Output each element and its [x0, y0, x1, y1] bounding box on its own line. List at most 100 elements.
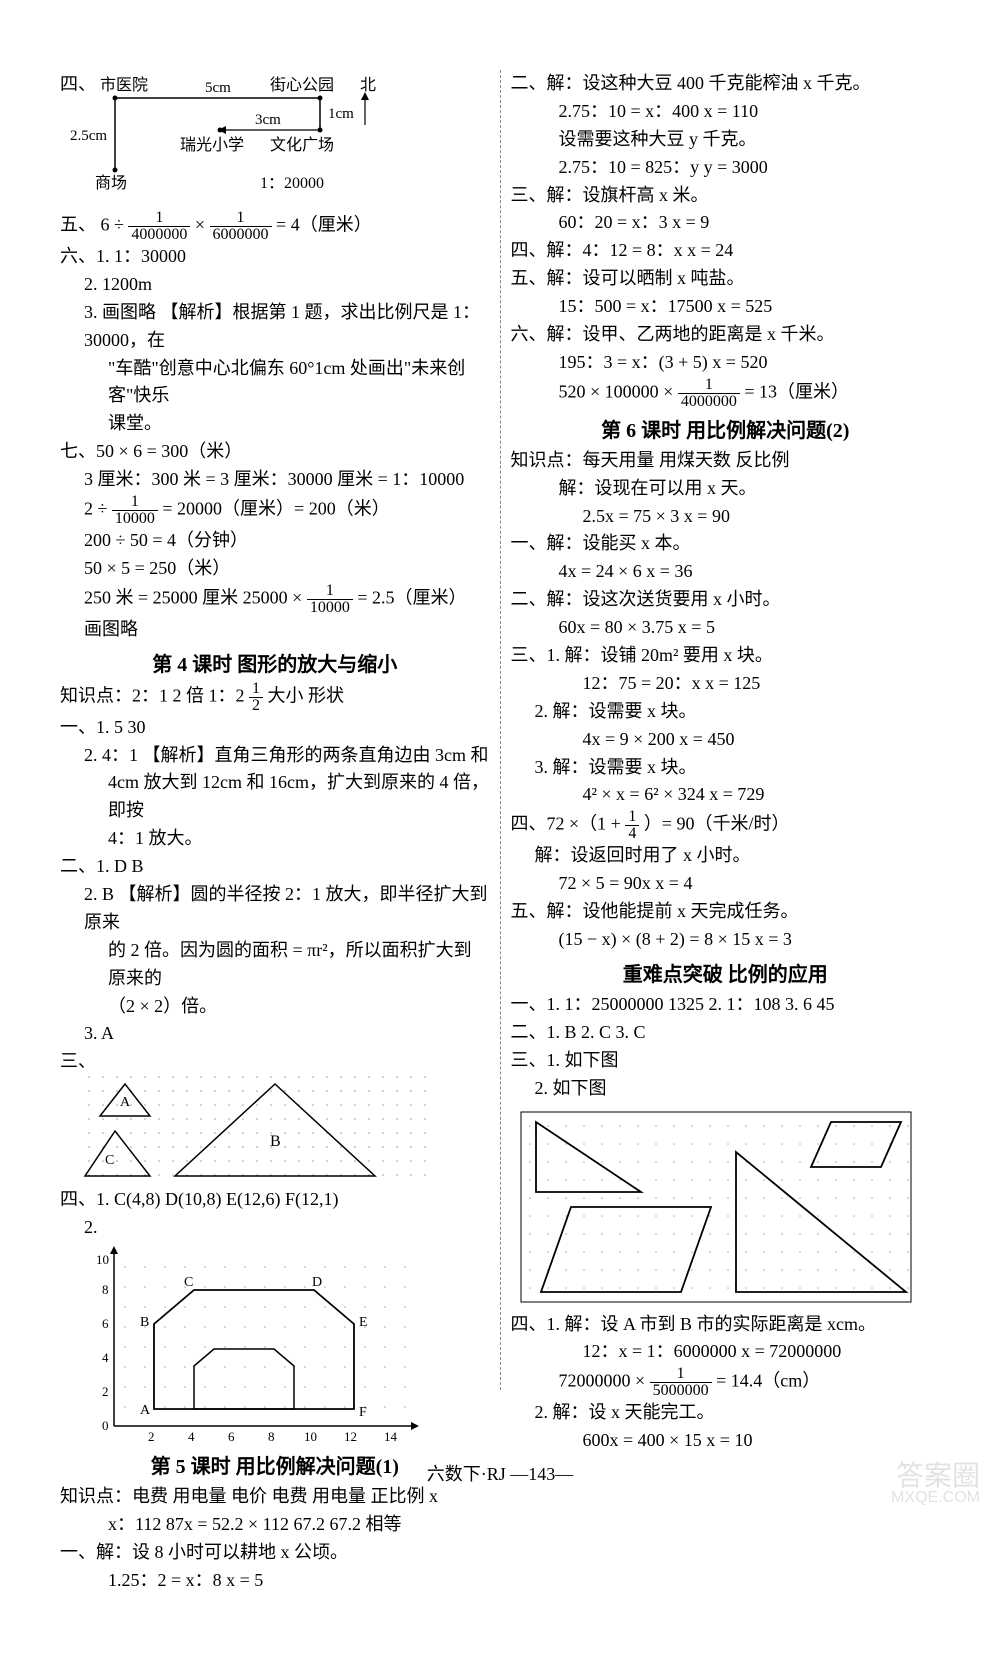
- l4-4-1: 四、1. C(4,8) D(10,8) E(12,6) F(12,1): [60, 1186, 490, 1214]
- l6-5a: 五、解：设他能提前 x 天完成任务。: [511, 898, 941, 926]
- svg-text:2: 2: [148, 1429, 155, 1444]
- h3-2: 2. 如下图: [511, 1075, 941, 1103]
- q6-3b: "车酷"创意中心北偏东 60°1cm 处画出"未来创客"快乐: [60, 355, 490, 411]
- r5a: 五、解：设可以晒制 x 吨盐。: [511, 265, 941, 293]
- l6-3-3b: 4² × x = 6² × 324 x = 729: [511, 781, 941, 809]
- q6-3c: 课堂。: [60, 410, 490, 438]
- svg-text:2: 2: [102, 1384, 109, 1399]
- l4-3: 三、: [60, 1048, 490, 1076]
- svg-text:14: 14: [384, 1429, 398, 1444]
- svg-text:10: 10: [304, 1429, 317, 1444]
- r5b: 15：500 = x：17500 x = 525: [511, 293, 941, 321]
- r3b: 60：20 = x：3 x = 9: [511, 209, 941, 237]
- l6-3b: 12：75 = 20：x x = 125: [511, 670, 941, 698]
- l6-4c: 72 × 5 = 90x x = 4: [511, 870, 941, 898]
- svg-text:C: C: [184, 1275, 193, 1290]
- l6-kp1: 知识点：每天用量 用煤天数 反比例: [511, 447, 941, 475]
- h1: 一、1. 1：25000000 1325 2. 1：108 3. 6 45: [511, 991, 941, 1019]
- svg-text:12: 12: [344, 1429, 357, 1444]
- svg-text:8: 8: [102, 1282, 109, 1297]
- q7-3: 2 ÷ 110000 = 20000（厘米）= 200（米）: [60, 494, 490, 527]
- q5-label: 五、: [60, 215, 96, 235]
- l6-2a: 二、解：设这次送货要用 x 小时。: [511, 586, 941, 614]
- svg-text:0: 0: [102, 1418, 109, 1433]
- svg-text:4: 4: [188, 1429, 195, 1444]
- q7-1: 七、50 × 6 = 300（米）: [60, 438, 490, 466]
- r4: 四、解：4：12 = 8：x x = 24: [511, 237, 941, 265]
- q6-3a: 3. 画图略 【解析】根据第 1 题，求出比例尺是 1：30000，在: [60, 299, 490, 355]
- d1: 1cm: [328, 106, 354, 122]
- shapes-grid: [511, 1107, 921, 1307]
- q7-5: 50 × 5 = 250（米）: [60, 555, 490, 583]
- l4-1-1: 一、1. 5 30: [60, 714, 490, 742]
- r2d: 2.75：10 = 825：y y = 3000: [511, 154, 941, 182]
- l6-kp2: 解：设现在可以用 x 天。: [511, 475, 941, 503]
- l6-3-2b: 4x = 9 × 200 x = 450: [511, 726, 941, 754]
- q7-6: 250 米 = 25000 厘米 25000 × 110000 = 2.5（厘米…: [60, 583, 490, 616]
- watermark: 答案圈 MXQE.COM: [891, 1462, 980, 1506]
- l4-2-3: 3. A: [60, 1020, 490, 1048]
- h3-1: 三、1. 如下图: [511, 1047, 941, 1075]
- north-label: 北: [360, 76, 376, 94]
- l4-1-2a: 2. 4：1 【解析】直角三角形的两条直角边由 3cm 和: [60, 742, 490, 770]
- scale-label: 1：20000: [260, 175, 324, 192]
- shop-label: 商场: [95, 174, 127, 192]
- svg-text:A: A: [140, 1403, 151, 1418]
- q5: 五、 6 ÷ 14000000 × 16000000 = 4（厘米）: [60, 210, 490, 243]
- hospital-label: 市医院: [100, 76, 148, 94]
- l4-1-2c: 4：1 放大。: [60, 825, 490, 853]
- h4-1c: 72000000 × 15000000 = 14.4（cm）: [511, 1366, 941, 1399]
- lesson6-title: 第 6 课时 用比例解决问题(2): [511, 414, 941, 443]
- l6-2b: 60x = 80 × 3.75 x = 5: [511, 614, 941, 642]
- l6-4a: 四、72 ×（1 + 14 ）= 90（千米/时）: [511, 809, 941, 842]
- l6-3-2a: 2. 解：设需要 x 块。: [511, 698, 941, 726]
- d25: 2.5cm: [70, 128, 107, 144]
- l6-1a: 一、解：设能买 x 本。: [511, 530, 941, 558]
- svg-text:6: 6: [228, 1429, 235, 1444]
- l5-1a: 一、解：设 8 小时可以耕地 x 公顷。: [60, 1539, 490, 1567]
- svg-text:8: 8: [268, 1429, 275, 1444]
- q6-1: 六、1. 1：30000: [60, 243, 490, 271]
- l4-2-1: 二、1. D B: [60, 853, 490, 881]
- l6-3-3a: 3. 解：设需要 x 块。: [511, 754, 941, 782]
- l4-kp: 知识点：2：1 2 倍 1：2 12 大小 形状: [60, 681, 490, 714]
- h4-2a: 2. 解：设 x 天能完工。: [511, 1399, 941, 1427]
- l6-kp3: 2.5x = 75 × 3 x = 90: [511, 503, 941, 531]
- left-column: 四、 市医院 街心公园 北 5cm 1cm 3cm: [60, 70, 490, 1595]
- svg-text:F: F: [359, 1405, 367, 1420]
- triangle-grid: A C B: [60, 1076, 440, 1186]
- r6a: 六、解：设甲、乙两地的距离是 x 千米。: [511, 321, 941, 349]
- svg-text:10: 10: [96, 1252, 109, 1267]
- q7-7: 画图略: [60, 616, 490, 644]
- l6-4b: 解：设返回时用了 x 小时。: [511, 842, 941, 870]
- r2a: 二、解：设这种大豆 400 千克能榨油 x 千克。: [511, 70, 941, 98]
- column-divider: [500, 70, 501, 1390]
- h4-2b: 600x = 400 × 15 x = 10: [511, 1427, 941, 1455]
- svg-text:B: B: [270, 1133, 281, 1150]
- l5-1b: 1.25：2 = x：8 x = 5: [60, 1567, 490, 1595]
- r3a: 三、解：设旗杆高 x 米。: [511, 182, 941, 210]
- l4-2-2a: 2. B 【解析】圆的半径按 2：1 放大，即半径扩大到原来: [60, 881, 490, 937]
- l6-1b: 4x = 24 × 6 x = 36: [511, 558, 941, 586]
- h2: 二、1. B 2. C 3. C: [511, 1019, 941, 1047]
- l6-5b: (15 − x) × (8 + 2) = 8 × 15 x = 3: [511, 926, 941, 954]
- l4-4-2: 2. 0 2 4 6 8 10 2 4 6 8: [60, 1214, 490, 1446]
- square-label: 文化广场: [270, 136, 334, 154]
- h4-1b: 12：x = 1：6000000 x = 72000000: [511, 1338, 941, 1366]
- q4-label: 四、: [60, 74, 96, 94]
- r2c: 设需要这种大豆 y 千克。: [511, 126, 941, 154]
- l5-kp1: 知识点：电费 用电量 电价 电费 用电量 正比例 x: [60, 1483, 490, 1511]
- park-label: 街心公园: [270, 76, 334, 94]
- hard-title: 重难点突破 比例的应用: [511, 958, 941, 987]
- d5: 5cm: [205, 80, 231, 96]
- l4-1-2b: 4cm 放大到 12cm 和 16cm，扩大到原来的 4 倍，即按: [60, 769, 490, 825]
- map-diagram: 四、 市医院 街心公园 北 5cm 1cm 3cm: [60, 70, 490, 210]
- svg-text:C: C: [105, 1153, 114, 1168]
- svg-text:D: D: [312, 1275, 322, 1290]
- right-column: 二、解：设这种大豆 400 千克能榨油 x 千克。 2.75：10 = x：40…: [511, 70, 941, 1595]
- h4-1a: 四、1. 解：设 A 市到 B 市的实际距离是 xcm。: [511, 1311, 941, 1339]
- r6c: 520 × 100000 × 14000000 = 13（厘米）: [511, 377, 941, 410]
- svg-text:6: 6: [102, 1316, 109, 1331]
- l6-3a: 三、1. 解：设铺 20m² 要用 x 块。: [511, 642, 941, 670]
- r2b: 2.75：10 = x：400 x = 110: [511, 98, 941, 126]
